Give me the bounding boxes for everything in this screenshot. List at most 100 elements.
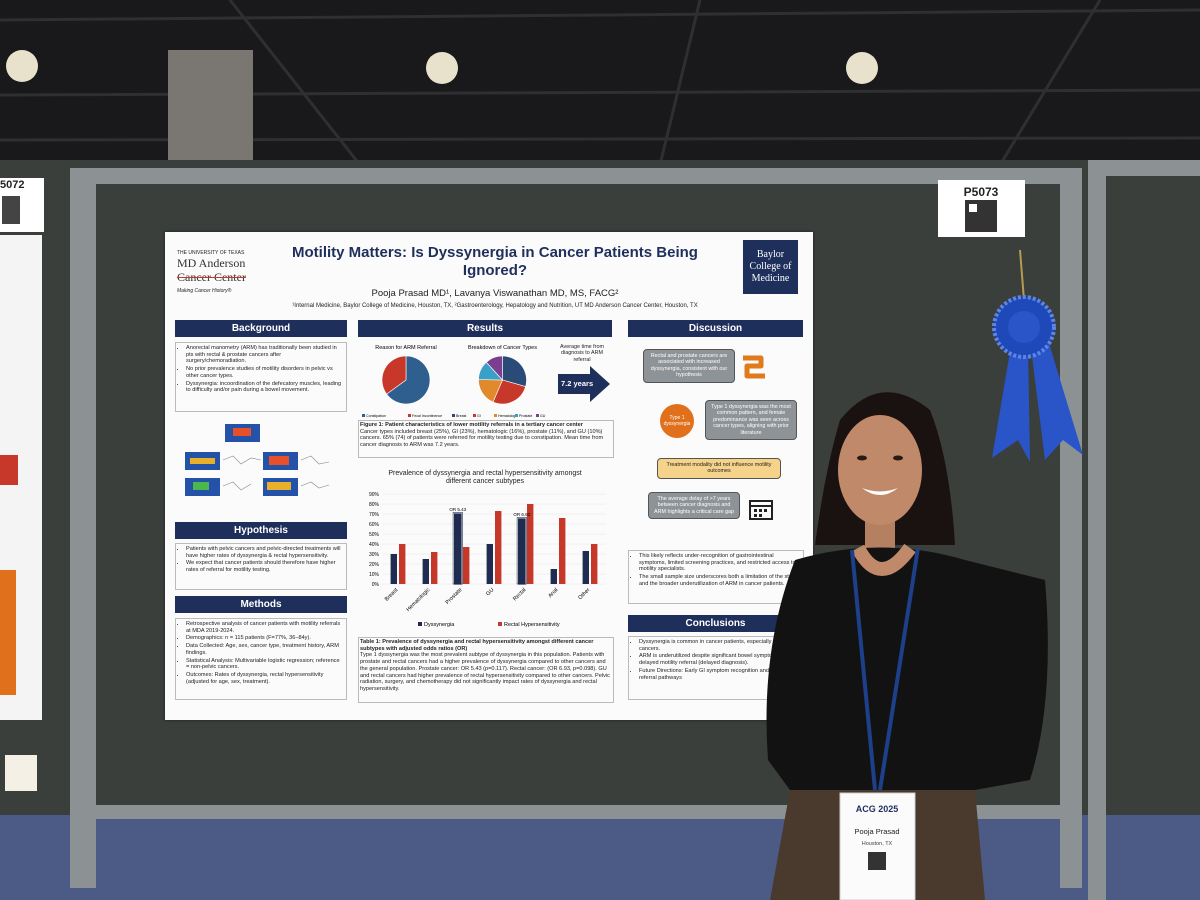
md-anderson-logo: THE UNIVERSITY OF TEXAS MD Anderson Canc… (177, 250, 269, 294)
y-tick-label: 90% (369, 492, 380, 498)
legend-swatch (362, 414, 365, 417)
heatmap (193, 482, 209, 490)
ribbon-tail (992, 340, 1030, 462)
section-heading: Conclusions (628, 615, 803, 632)
logo-text: MD Anderson (177, 256, 246, 270)
annotation: OR 6.93 (513, 512, 530, 517)
y-tick-label: 60% (369, 522, 380, 528)
badge-location: Houston, TX (862, 841, 893, 847)
baylor-logo: Baylor College of Medicine (743, 240, 798, 294)
chart-title: Prevalence of dyssynergia and rectal hyp… (388, 470, 582, 486)
face (838, 415, 922, 525)
affiliations: ¹Internal Medicine, Baylor College of Me… (292, 303, 698, 309)
pie-chart: Reason for ARM Referral Constipation Fecal… (362, 345, 442, 418)
heatmap (233, 428, 251, 436)
bullet: Dyssynergia is common in cancer patients… (639, 639, 799, 652)
bullet-list: Anorectal manometry (ARM) has traditiona… (176, 343, 346, 397)
discussion-box: Type 1 dyssynergia was the most common p… (705, 400, 797, 441)
ribbon-tail (1030, 340, 1083, 460)
bullet: Outcomes: Rates of dyssynergia, rectal h… (186, 672, 342, 685)
legend-label: Fecal Incontinence (412, 414, 442, 418)
section-heading: Background (175, 320, 347, 337)
logo-text: THE UNIVERSITY OF TEXAS (177, 250, 245, 256)
bullet: Demographics: n = 115 patients (F=77%, 3… (186, 635, 342, 642)
annotation: OR 5.43 (449, 507, 466, 512)
frame-right (1060, 168, 1082, 888)
bullet: Retrospective analysis of cancer patient… (186, 621, 342, 634)
discussion-box: Rectal and prostate cancers are associat… (643, 349, 735, 383)
heatmap (267, 482, 291, 490)
legend-label: Constipation (366, 414, 386, 418)
neighbor-poster-mark (0, 455, 18, 485)
legend-swatch (408, 414, 411, 417)
dyssynergia-badge: Type 1 dyssynergia (660, 404, 694, 438)
background-box: Anorectal manometry (ARM) has traditiona… (175, 342, 347, 412)
legend-swatch (515, 414, 518, 417)
ribbon-center (1008, 311, 1040, 343)
y-tick-label: 50% (369, 532, 380, 538)
bar (486, 544, 493, 584)
eye (857, 455, 867, 461)
figure-caption-box: Figure 1: Patient characteristics of low… (358, 420, 614, 458)
bullet: Data Collected: Age, sex, cancer type, t… (186, 643, 342, 656)
ceiling-light (6, 50, 38, 82)
figure-text: Cancer types included breast (25%), GI (… (360, 428, 604, 449)
logo-text: Baylor College of Medicine (749, 249, 792, 284)
pie-slice (386, 355, 431, 405)
bullet-list: Patients with pelvic cancers and pelvic-… (176, 544, 346, 577)
table-caption: Table 1: Prevalence of dyssynergia and r… (360, 639, 594, 652)
trace (222, 455, 330, 491)
y-tick-label: 20% (369, 562, 380, 568)
authors: Pooja Prasad MD¹, Lavanya Viswanathan MD… (371, 288, 619, 299)
bar (550, 569, 557, 584)
bar (431, 552, 438, 584)
legend-label: Dyssynergia (424, 622, 455, 628)
y-tick-label: 10% (369, 572, 380, 578)
pillar (168, 50, 253, 165)
bar (495, 511, 502, 584)
logo-tagline: Making Cancer History® (177, 287, 232, 294)
referral-time-label: Average time from diagnosis to ARM refer… (560, 344, 604, 363)
next-frame (1088, 160, 1200, 176)
badge-text: Type 1 dyssynergia (663, 415, 691, 427)
bar-highlight (516, 517, 527, 585)
legend-swatch (473, 414, 476, 417)
neighbor-number: 5072 (0, 179, 24, 191)
bar (559, 518, 566, 584)
section-heading: Discussion (628, 320, 803, 337)
bullet: Patients with pelvic cancers and pelvic-… (186, 546, 342, 559)
smile (862, 488, 898, 495)
table-text: Type 1 dyssynergia was the most prevalen… (360, 652, 610, 692)
badge-name: Pooja Prasad (854, 827, 899, 836)
hypothesis-box: Patients with pelvic cancers and pelvic-… (175, 543, 347, 590)
legend-swatch (498, 622, 502, 626)
frame-left (70, 168, 96, 888)
legend-swatch (536, 414, 539, 417)
bullet-list: This likely reflects under-recognition o… (629, 551, 803, 591)
arrow (558, 366, 610, 402)
legend-label: Prostate (519, 414, 532, 418)
qr-code (868, 852, 886, 870)
section-heading: Hypothesis (175, 522, 347, 539)
legend-label: GI (477, 414, 481, 418)
lanyard (850, 547, 920, 791)
bar (463, 547, 470, 584)
x-tick-label: GU (485, 587, 495, 597)
table-caption-box: Table 1: Prevalence of dyssynergia and r… (358, 637, 614, 703)
heatmap (269, 456, 289, 465)
ribbon-string (1019, 249, 1025, 301)
legend-swatch (494, 414, 497, 417)
qr-code (969, 204, 977, 212)
pie-title: Breakdown of Cancer Types (468, 345, 537, 351)
bar (390, 554, 397, 584)
section-heading: Results (358, 320, 612, 337)
bar (527, 504, 534, 584)
frame-top (95, 168, 1080, 184)
bar (422, 559, 429, 584)
section-heading: Methods (175, 596, 347, 613)
discussion-box: Treatment modality did not influence mot… (657, 458, 781, 479)
bullet: No prior prevalence studies of motility … (186, 366, 342, 379)
legend-label: GU (540, 414, 546, 418)
